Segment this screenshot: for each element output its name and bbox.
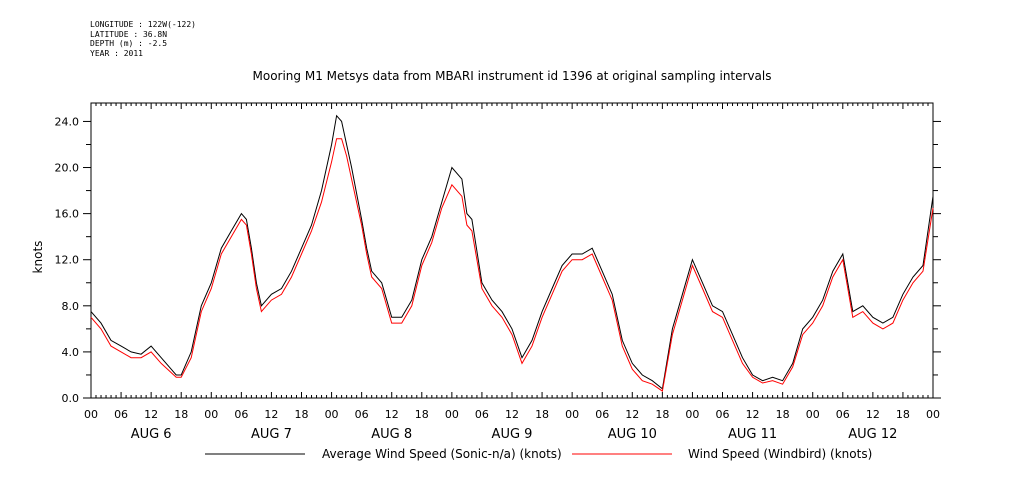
y-tick-label: 20.0 — [55, 162, 80, 175]
x-tick-label: 00 — [926, 408, 940, 421]
plot-frame — [90, 102, 934, 399]
x-tick-label: 12 — [505, 408, 519, 421]
x-tick-label: 06 — [836, 408, 850, 421]
x-tick-label: 18 — [896, 408, 910, 421]
x-tick-label: 18 — [415, 408, 429, 421]
day-label: AUG 12 — [848, 427, 897, 442]
y-tick-label: 4.0 — [62, 346, 80, 359]
y-tick-label: 16.0 — [55, 208, 80, 221]
x-tick-labels: 00 06 12 18 00 06 12 18 00 06 12 18 00 06 12 18 00 06 12 18… — [84, 408, 940, 421]
x-tick-label: 06 — [355, 408, 369, 421]
windbird-series-line — [90, 138, 934, 392]
x-tick-label: 18 — [535, 408, 549, 421]
x-tick-label: 12 — [746, 408, 760, 421]
x-tick-label: 00 — [565, 408, 579, 421]
x-tick-label: 18 — [655, 408, 669, 421]
x-tick-label: 12 — [625, 408, 639, 421]
day-label: AUG 10 — [608, 427, 657, 442]
day-labels: AUG 6 AUG 7 AUG 8 AUG 9 AUG 10 AUG 11 AUG 12 — [131, 427, 898, 442]
x-tick-label: 18 — [174, 408, 188, 421]
x-tick-label: 12 — [385, 408, 399, 421]
legend-label-sonic: Average Wind Speed (Sonic-n/a) (knots) — [322, 447, 562, 461]
x-tick-label: 00 — [325, 408, 339, 421]
sonic-series-line — [90, 114, 934, 390]
x-tick-label: 06 — [114, 408, 128, 421]
x-tick-label: 12 — [866, 408, 880, 421]
x-tick-label: 06 — [234, 408, 248, 421]
metadata-block: LONGITUDE : 122W(-122) LATITUDE : 36.8N … — [90, 20, 196, 58]
y-tick-labels: 0.0 4.0 8.0 12.0 16.0 20.0 24.0 — [55, 115, 80, 405]
day-label: AUG 6 — [131, 427, 172, 442]
latitude-label: LATITUDE : 36.8N — [90, 29, 168, 39]
depth-label: DEPTH (m) : -2.5 — [90, 39, 168, 48]
chart-title: Mooring M1 Metsys data from MBARI instru… — [253, 69, 772, 83]
year-label: YEAR : 2011 — [90, 48, 143, 58]
longitude-label: LONGITUDE : 122W(-122) — [90, 20, 196, 29]
x-tick-label: 12 — [144, 408, 158, 421]
x-tick-label: 00 — [204, 408, 218, 421]
x-tick-label: 06 — [716, 408, 730, 421]
x-tick-label: 18 — [295, 408, 309, 421]
y-tick-label: 12.0 — [55, 254, 80, 267]
day-label: AUG 11 — [728, 427, 777, 442]
x-tick-label: 00 — [806, 408, 820, 421]
y-axis-label: knots — [31, 241, 45, 274]
y-tick-label: 24.0 — [55, 115, 80, 128]
x-tick-label: 00 — [685, 408, 699, 421]
day-label: AUG 9 — [492, 427, 533, 442]
x-tick-label: 00 — [445, 408, 459, 421]
tick-marks — [83, 103, 941, 399]
day-label: AUG 8 — [371, 427, 412, 442]
x-tick-label: 18 — [776, 408, 790, 421]
series-lines — [90, 114, 934, 392]
x-tick-label: 00 — [84, 408, 98, 421]
x-tick-label: 06 — [595, 408, 609, 421]
day-label: AUG 7 — [251, 427, 292, 442]
y-tick-label: 8.0 — [62, 300, 80, 313]
y-tick-label: 0.0 — [62, 392, 80, 405]
legend: Average Wind Speed (Sonic-n/a) (knots) W… — [205, 447, 872, 461]
x-tick-label: 06 — [475, 408, 489, 421]
legend-label-windbird: Wind Speed (Windbird) (knots) — [688, 447, 872, 461]
x-tick-label: 12 — [264, 408, 278, 421]
